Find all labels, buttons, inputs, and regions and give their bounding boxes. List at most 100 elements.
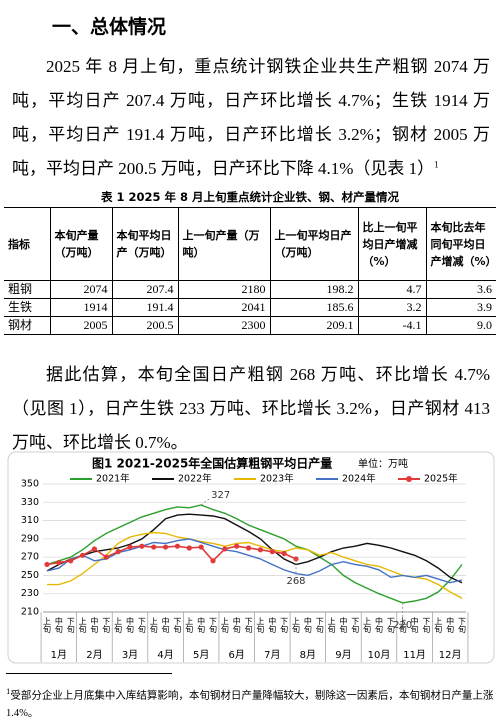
chart: 图1 2021-2025年全国估算粗钢平均日产量 单位：万吨 210 230 250… [7,451,495,664]
series-marker [269,549,275,555]
series-line [46,538,463,584]
y-tick-label: 230 [21,588,39,599]
month-label: 11月 [403,649,426,661]
annotation: 220 [393,620,412,631]
table-cell: 钢材 [4,316,51,335]
legend-label: 2025年 [424,473,458,485]
x-tick-label: 上旬 [114,617,123,634]
series-marker [44,561,50,568]
section-heading: 一、总体情况 [52,16,167,38]
series-marker [127,544,133,550]
series-marker [222,546,228,552]
x-tick-label: 下旬 [422,617,431,634]
table-cell: 185.6 [269,298,359,317]
footnote-ref: 1 [434,159,439,170]
table-header-cell: 本旬平均日产（万吨） [111,207,179,281]
series-marker [115,549,121,555]
x-tick-label: 中旬 [410,616,419,634]
x-tick-label: 下旬 [280,617,289,634]
x-tick-label: 下旬 [102,617,111,634]
month-label: 9月 [335,649,351,661]
footnote-text: 受部分企业上月底集中入库结算影响，本旬钢材日产量降幅较大，剔除这一因素后，本旬钢… [6,690,494,719]
y-tick-label: 310 [21,515,39,526]
month-label: 7月 [264,649,280,661]
paragraph: 2025 年 8 月上旬，重点统计钢铁企业共生产粗钢 2074 万吨，平均日产 … [12,50,490,186]
x-tick-label: 中旬 [197,616,206,634]
month-label: 4月 [157,649,173,661]
x-tick-label: 上旬 [256,617,265,634]
table-cell: 4.7 [357,280,427,299]
x-tick-label: 上旬 [434,617,443,634]
x-tick-label: 中旬 [268,616,277,634]
table-body: 粗钢 2074 207.4 2180 198.2 4.7 3.6 生铁 1914 191.4 204… [4,280,496,335]
month-label: 1月 [51,649,67,661]
chart-title: 图1 2021-2025年全国估算粗钢平均日产量 [92,456,332,471]
chart-frame [7,451,495,664]
series-line [46,504,463,604]
y-tick-label: 350 [21,479,39,490]
series-marker [245,545,252,551]
series-marker [79,552,86,558]
table-header-cell: 本旬产量（万吨） [49,207,113,281]
table-cell: 200.5 [111,316,179,335]
x-tick-label: 上旬 [149,617,158,634]
x-tick-label: 中旬 [90,616,99,634]
table-header: 指标 本旬产量（万吨） 本旬平均日产（万吨） 上一旬产量（万吨） 上一旬平均日产（万吨）… [4,207,497,281]
series-marker [56,560,62,566]
x-tick-label: 上旬 [185,617,194,634]
table-cell: 2074 [49,280,113,299]
x-tick-label: 下旬 [386,617,395,634]
x-tick-label: 下旬 [458,617,467,634]
x-tick-label: 上旬 [220,617,229,634]
table-cell: 3.6 [425,280,496,299]
series-marker [68,558,74,564]
series-marker [257,547,264,553]
table-header-cell: 上一旬产量（万吨） [177,207,271,281]
x-tick-label: 中旬 [339,616,348,634]
month-label: 8月 [300,649,316,661]
footnote-rule [6,673,172,674]
table-cell: 207.4 [111,280,179,299]
x-tick-label: 中旬 [303,616,312,634]
x-tick-label: 中旬 [446,616,455,634]
legend-label: 2024年 [342,473,376,485]
table-cell: 2180 [177,280,271,299]
x-tick-label: 中旬 [375,616,384,634]
table-header-cell: 指标 [4,207,51,281]
table-cell: 粗钢 [4,280,51,299]
series-marker [234,543,240,549]
table-cell: 2041 [177,298,271,317]
month-label: 12月 [439,649,462,661]
x-tick-label: 上旬 [327,617,336,634]
series-marker [174,543,181,549]
x-tick-label: 下旬 [244,617,253,634]
table-cell: 3.9 [425,298,496,317]
y-tick-label: 270 [21,552,39,563]
table-cell: 2300 [177,316,271,335]
month-label: 5月 [193,649,209,661]
y-tick-label: 290 [21,533,39,544]
x-tick-label: 上旬 [398,617,407,634]
month-label: 3月 [122,649,138,661]
paragraph-text: 2025 年 8 月上旬，重点统计钢铁企业共生产粗钢 2074 万吨，平均日产 … [12,57,490,178]
series-marker [210,558,216,564]
x-tick-label: 下旬 [66,617,75,634]
series-line [47,531,463,599]
x-tick-label: 上旬 [78,617,87,634]
annotation: 327 [211,490,230,501]
annotation-leader [200,498,210,506]
table-header-cell: 本旬比去年同旬平均日产增减（%） [425,207,497,281]
month-label: 6月 [229,649,245,661]
table-cell: 生铁 [4,298,51,317]
table-row: 粗钢 2074 207.4 2180 198.2 4.7 3.6 [4,280,496,299]
x-tick-label: 上旬 [43,617,52,634]
table-cell: 3.2 [357,298,427,317]
series-marker [281,550,287,557]
series-line [46,545,297,566]
legend-label: 2022年 [178,473,212,485]
series-marker [198,544,204,550]
table-row: 生铁 1914 191.4 2041 185.6 3.2 3.9 [4,298,496,317]
table-cell: 9.0 [425,316,496,335]
series-marker [186,545,192,551]
x-tick-label: 下旬 [137,617,146,634]
